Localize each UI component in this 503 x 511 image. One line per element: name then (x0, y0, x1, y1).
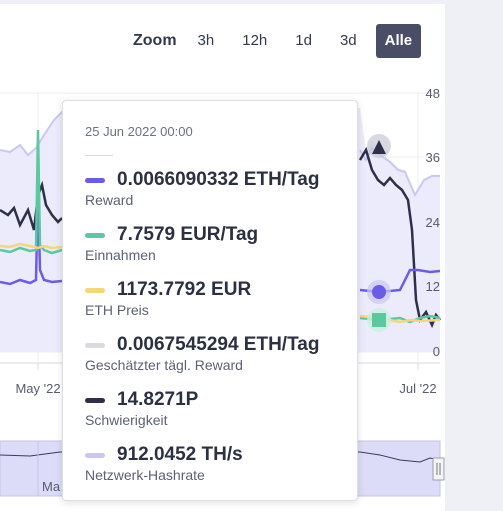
navigator-label: Ma (42, 479, 61, 494)
tooltip-row-eth-price: 1173.7792 EUR ETH Preis (85, 279, 251, 318)
zoom-bar: Zoom 3h 12h 1d 3d Alle (133, 24, 422, 58)
chart-tooltip: 25 Jun 2022 00:00 0.0066090332 ETH/Tag R… (62, 100, 358, 501)
eth-price-swatch (85, 287, 105, 293)
income-name: Einnahmen (85, 247, 156, 263)
zoom-3h-button[interactable]: 3h (197, 32, 215, 49)
income-swatch (85, 232, 105, 238)
estimated-reward-swatch (85, 342, 105, 348)
tooltip-row-hashrate: 912.0452 TH/s Netzwerk-Hashrate (85, 444, 243, 483)
difficulty-swatch (85, 397, 105, 403)
tooltip-row-income: 7.7579 EUR/Tag Einnahmen (85, 224, 258, 263)
tooltip-row-reward: 0.0066090332 ETH/Tag Reward (85, 169, 319, 208)
y-tick-12: 12 (426, 279, 440, 294)
zoom-all-button[interactable]: Alle (375, 24, 422, 58)
y-tick-48: 48 (426, 86, 440, 101)
y-tick-36: 36 (426, 150, 440, 165)
y-tick-24: 24 (426, 215, 440, 230)
navigator-handle[interactable] (432, 457, 445, 481)
reward-value: 0.0066090332 ETH/Tag (117, 169, 320, 190)
hover-markers (367, 134, 391, 332)
difficulty-name: Schwierigkeit (85, 412, 168, 428)
estimated-reward-value: 0.0067545294 ETH/Tag (117, 334, 320, 355)
difficulty-value: 14.8271P (117, 389, 199, 410)
zoom-1d-button[interactable]: 1d (295, 32, 312, 49)
eth-price-value: 1173.7792 EUR (117, 279, 252, 300)
tooltip-date: 25 Jun 2022 00:00 (85, 124, 193, 139)
hashrate-value: 912.0452 TH/s (117, 444, 243, 465)
eth-price-name: ETH Preis (85, 302, 149, 318)
reward-name: Reward (85, 192, 134, 208)
x-tick-jul: Jul '22 (399, 381, 436, 396)
x-tick-may: May '22 (15, 381, 60, 396)
hashrate-name: Netzwerk-Hashrate (85, 467, 205, 483)
reward-swatch (85, 177, 105, 183)
tooltip-row-estimated-reward: 0.0067545294 ETH/Tag Geschätzter tägl. R… (85, 334, 319, 373)
y-tick-0: 0 (433, 344, 440, 359)
income-value: 7.7579 EUR/Tag (117, 224, 259, 245)
zoom-12h-button[interactable]: 12h (242, 32, 268, 49)
tooltip-row-difficulty: 14.8271P Schwierigkeit (85, 389, 198, 428)
zoom-label: Zoom (133, 32, 177, 49)
zoom-3d-button[interactable]: 3d (339, 32, 357, 49)
hashrate-swatch (85, 452, 105, 458)
tooltip-divider (85, 155, 113, 156)
estimated-reward-name: Geschätzter tägl. Reward (85, 357, 243, 373)
